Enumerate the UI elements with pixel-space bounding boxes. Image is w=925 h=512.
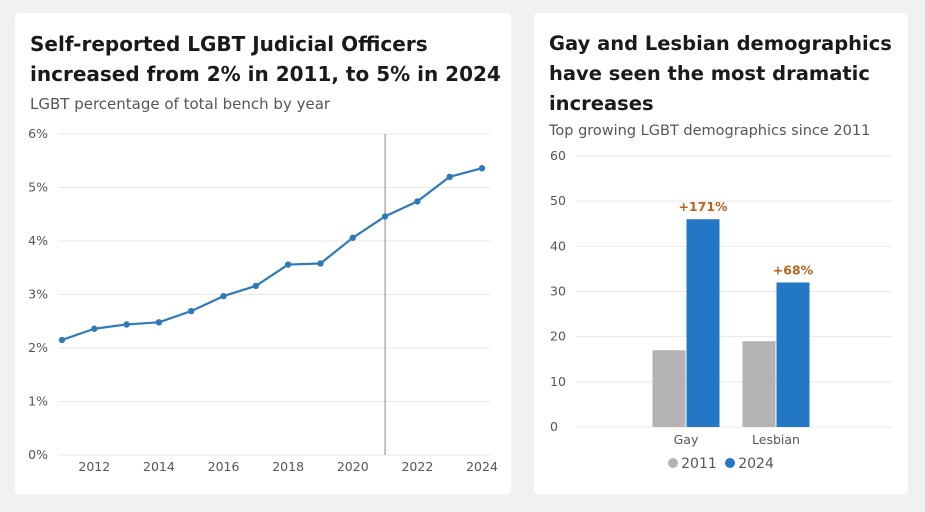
data-point[interactable]	[58, 336, 66, 344]
y-tick-label: 20	[550, 329, 566, 344]
bar-chart-plot: 0 10 20 30 40 50 60 +171% Gay +68% Lesbian	[550, 148, 892, 447]
x-tick-label: 2016	[208, 459, 240, 474]
data-point[interactable]	[349, 234, 356, 241]
x-tick-label: 2024	[466, 459, 498, 474]
x-tick-label: Gay	[674, 432, 699, 447]
legend-label-2024: 2024	[738, 456, 774, 472]
line-chart-title-line-2: increased from 2% in 2011, to 5% in 2024	[30, 62, 501, 86]
legend-label-2011: 2011	[681, 456, 717, 472]
line-chart-title: Self-reported LGBT Judicial Officers inc…	[30, 29, 501, 89]
legend-swatch-2024	[725, 458, 736, 468]
line-chart-card: Self-reported LGBT Judicial Officers inc…	[15, 13, 511, 494]
data-point[interactable]	[188, 307, 195, 315]
legend-item-2011[interactable]: 2011	[668, 456, 717, 472]
x-tick-label: 2020	[337, 459, 369, 474]
y-tick-label: 5%	[28, 180, 48, 195]
bar-chart-card: Gay and Lesbian demographics have seen t…	[534, 13, 908, 494]
data-point[interactable]	[478, 165, 486, 172]
line-chart-subtitle: LGBT percentage of total bench by year	[30, 95, 331, 113]
series-line	[61, 167, 483, 342]
data-point[interactable]	[91, 325, 98, 332]
bar-annotation: +68%	[773, 262, 814, 277]
data-point[interactable]	[317, 260, 324, 267]
data-point[interactable]	[381, 213, 389, 220]
y-tick-label: 0	[550, 419, 558, 434]
data-point[interactable]	[155, 319, 163, 326]
bar-chart-legend: 2011 2024	[534, 456, 908, 472]
y-tick-label: 6%	[28, 126, 48, 141]
y-tick-label: 3%	[28, 287, 48, 302]
data-point[interactable]	[284, 261, 292, 268]
y-tick-label: 30	[550, 284, 566, 299]
y-tick-label: 2%	[28, 340, 48, 355]
bar-gay-2024[interactable]	[686, 219, 720, 427]
y-tick-label: 50	[550, 193, 566, 208]
y-tick-label: 4%	[28, 233, 48, 248]
x-tick-label: 2014	[143, 459, 175, 474]
data-point[interactable]	[252, 282, 260, 290]
y-tick-label: 10	[550, 374, 566, 389]
data-point[interactable]	[220, 292, 227, 300]
data-point[interactable]	[446, 173, 453, 180]
x-tick-label: 2018	[272, 459, 304, 474]
bar-annotation: +171%	[678, 199, 728, 214]
x-tick-label: 2022	[401, 459, 433, 474]
y-tick-label: 40	[550, 238, 566, 253]
y-tick-label: 0%	[28, 447, 48, 462]
data-point[interactable]	[123, 321, 130, 328]
bar-chart-title: Gay and Lesbian demographics have seen t…	[549, 29, 892, 119]
line-chart-plot: 0% 1% 2% 3% 4% 5% 6% 2012 2014 2016 2018 2020 2022 20…	[28, 126, 498, 474]
data-point[interactable]	[414, 198, 421, 205]
x-tick-label: 2012	[78, 459, 110, 474]
y-tick-label: 60	[550, 148, 566, 163]
x-tick-label: Lesbian	[752, 432, 800, 447]
bar-chart-title-line-1: Gay and Lesbian demographics	[549, 32, 892, 55]
bar-chart-subtitle: Top growing LGBT demographics since 2011	[549, 123, 871, 139]
bar-chart-title-line-2: have seen the most dramatic	[549, 62, 870, 85]
y-tick-label: 1%	[28, 394, 48, 409]
legend-item-2024[interactable]: 2024	[725, 456, 774, 472]
line-chart-title-line-1: Self-reported LGBT Judicial Officers	[30, 32, 428, 56]
bar-lesbian-2011[interactable]	[742, 341, 776, 427]
bar-chart-title-line-3: increases	[549, 92, 654, 115]
bar-gay-2011[interactable]	[652, 350, 686, 427]
legend-swatch-2011	[668, 458, 679, 468]
bar-lesbian-2024[interactable]	[776, 282, 810, 427]
